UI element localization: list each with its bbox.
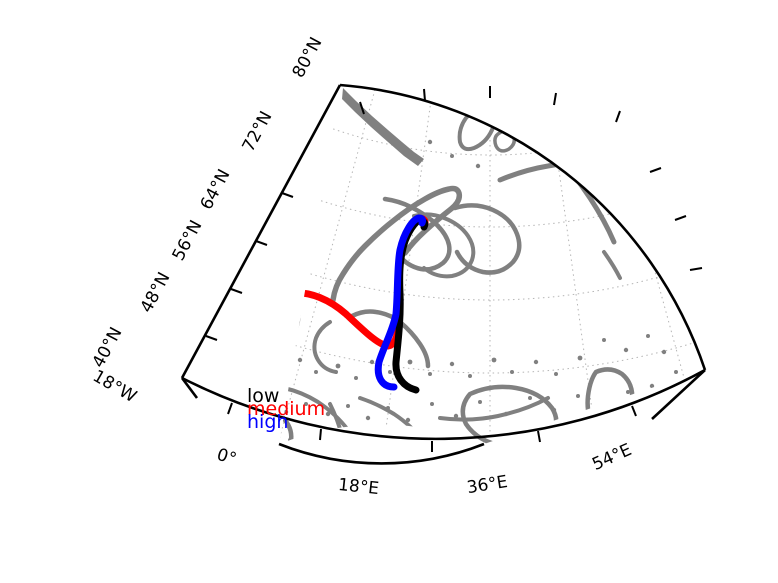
latitude-tick-labels: 80°N 72°N 64°N 56°N 48°N 40°N [89,34,327,371]
legend: low medium high [247,385,325,433]
trajectory-group [288,214,429,394]
lon-label-54e: 54°E [589,440,634,475]
lon-label-0: 0° [214,445,239,470]
frame-bottom-arc [181,368,706,441]
lat-label-40: 40°N [89,324,127,371]
map-frame [180,83,707,465]
map-interior [279,85,705,444]
lat-label-64: 64°N [197,166,235,213]
legend-item-low: low [247,385,279,407]
legend-item-medium: medium [247,398,325,420]
graticule-meridians [279,85,705,444]
lon-label-18w: 18°W [89,366,140,407]
lat-label-48: 48°N [137,269,175,316]
frame-ticks [205,86,703,452]
trajectory-high [374,214,427,391]
lon-label-18e: 18°E [337,475,380,499]
lat-label-72: 72°N [239,108,277,155]
legend-item-high: high [247,411,288,433]
lat-label-80: 80°N [289,34,327,81]
lat-label-56: 56°N [169,217,207,264]
lon-label-36e: 36°E [465,472,509,498]
